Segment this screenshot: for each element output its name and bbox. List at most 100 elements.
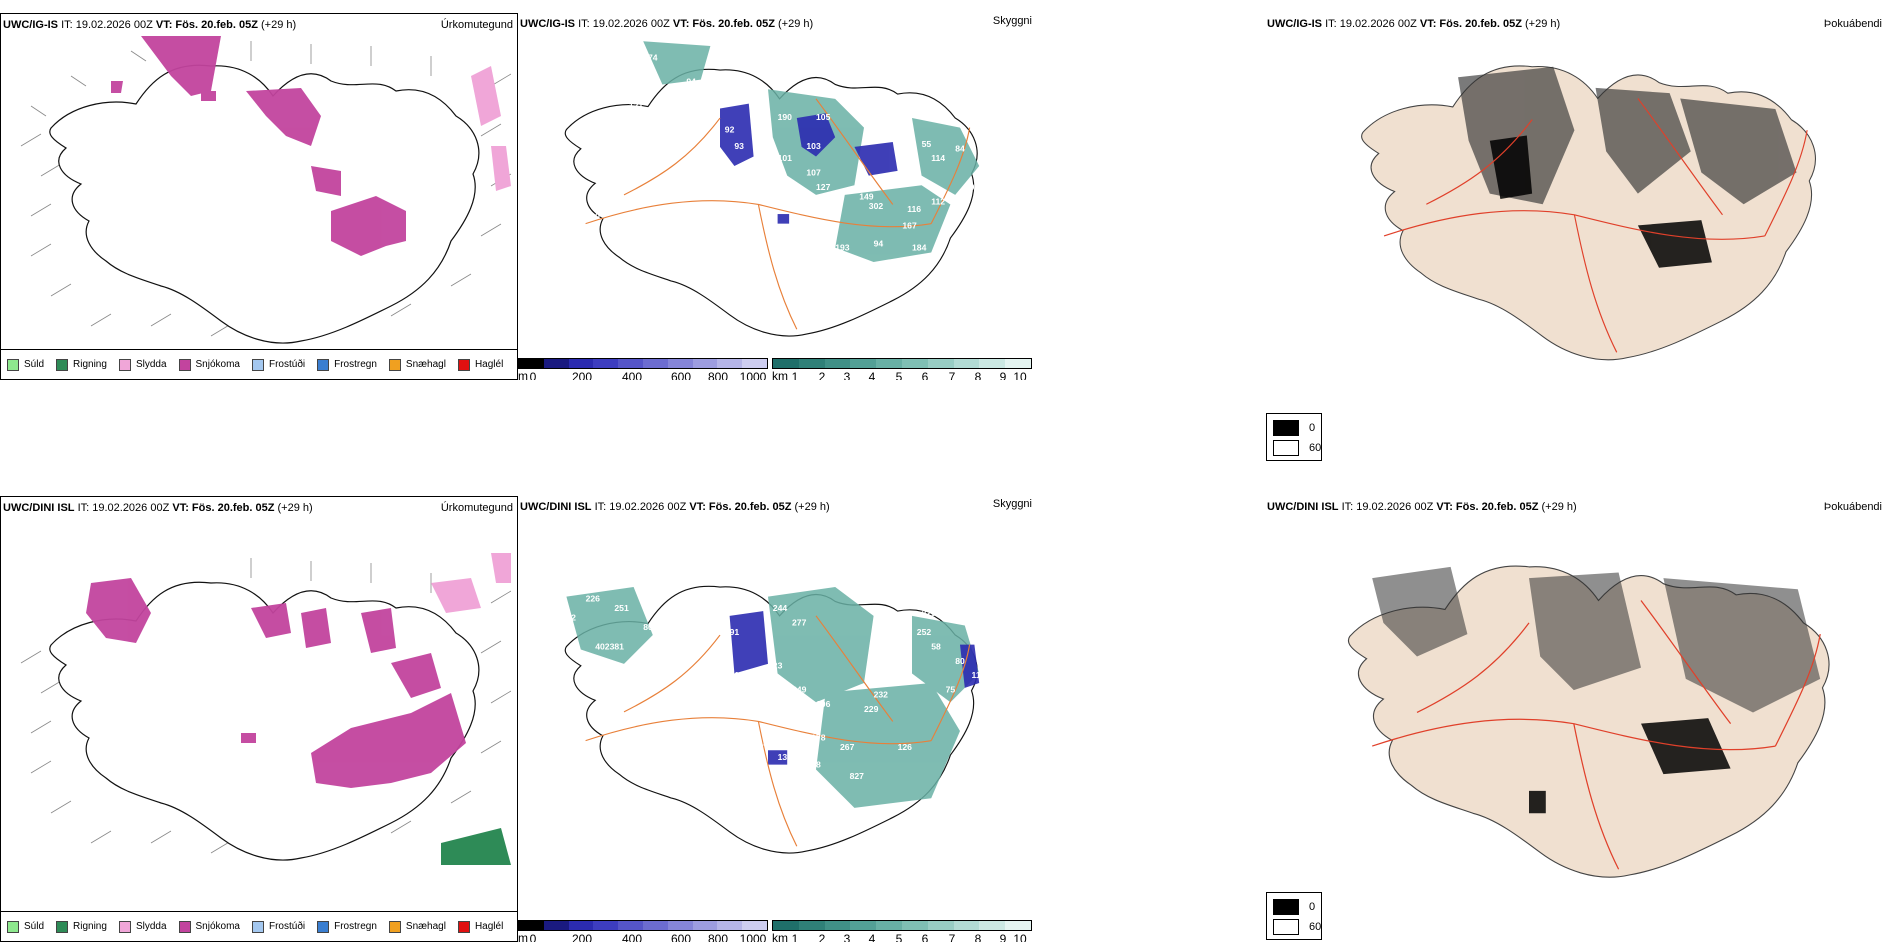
legend-item: Snjókoma <box>178 358 240 371</box>
fog-legend-top: 0 60 <box>1266 413 1322 461</box>
visibility-panel-top: UWC/IG-IS IT: 19.02.2026 00Z VT: Fös. 20… <box>518 13 1038 380</box>
ceiling-label: 244 <box>773 603 788 613</box>
visibility-panel-bottom: UWC/DINI ISL IT: 19.02.2026 00Z VT: Fös.… <box>518 496 1038 942</box>
precip-legend: Súld Rigning Slydda Snjókoma Frostúði Fr… <box>1 911 517 941</box>
legend-swatch <box>178 358 191 371</box>
ceiling-label: 123 <box>768 661 783 671</box>
ceiling-label: 252 <box>917 627 932 637</box>
ceiling-label: 54 <box>603 124 613 134</box>
legend-item: Slydda <box>118 920 167 933</box>
ceiling-label: 167 <box>902 220 917 230</box>
ceiling-label: 114 <box>931 153 945 163</box>
ceiling-label: 100 <box>586 211 601 221</box>
visibility-colorbar: km 1 2 3 4 5 6 7 8 9 10 <box>772 358 1034 380</box>
legend-item: Snæhagl <box>388 920 446 933</box>
ceiling-label: 190 <box>778 112 793 122</box>
iceland-fog-map <box>1361 65 1816 361</box>
legend-swatch <box>1273 420 1299 436</box>
ceiling-label: 75 <box>946 685 956 695</box>
legend-swatch <box>388 358 401 371</box>
ceiling-label: 99 <box>768 230 778 240</box>
ceiling-label: 121 <box>629 100 644 110</box>
ceiling-label: 103 <box>806 141 821 151</box>
ceiling-label: 99 <box>970 182 980 192</box>
legend-swatch <box>251 358 264 371</box>
ceiling-label: 55 <box>922 139 932 149</box>
ceiling-label: 58 <box>931 641 941 651</box>
ceiling-label: 106 <box>816 699 831 709</box>
ceiling-label: 229 <box>864 704 879 714</box>
legend-swatch <box>7 920 19 933</box>
ceiling-label: 188 <box>907 256 922 266</box>
ceiling-label: 133 <box>869 271 884 281</box>
ceiling-label: 827 <box>850 771 865 781</box>
ceiling-label: 251 <box>614 603 629 613</box>
ceiling-label: 127 <box>758 737 773 747</box>
ceiling-label: 193 <box>835 243 850 253</box>
ceiling-label: 184 <box>912 243 927 253</box>
precip-type-panel-bottom: UWC/DINI ISL IT: 19.02.2026 00Z VT: Fös.… <box>0 496 518 942</box>
iceland-visibility-map: 74 94 121 54 190 92 93 103 105 101 101 1… <box>564 41 980 337</box>
ceiling-label: 93 <box>734 141 744 151</box>
ceiling-label: 178 <box>811 733 826 743</box>
legend-swatch <box>178 920 191 933</box>
panel-name: Skyggni <box>992 15 1032 27</box>
ceiling-label: 107 <box>806 168 821 178</box>
legend-swatch <box>457 358 470 371</box>
legend-item: Snjókoma <box>178 920 240 933</box>
panel-name: Skyggni <box>992 498 1032 510</box>
ceiling-label: 92 <box>725 124 735 134</box>
ceiling-label: 105 <box>816 112 831 122</box>
legend-item: Súld <box>7 358 44 371</box>
ceiling-label: 179 <box>792 742 807 752</box>
legend-item: Frostregn <box>317 358 377 371</box>
panel-title: UWC/DINI ISL IT: 19.02.2026 00Z VT: Fös.… <box>520 501 830 513</box>
legend-item: Frostúði <box>251 920 305 933</box>
ceiling-label: 124 <box>734 670 749 680</box>
legend-swatch <box>1273 899 1299 915</box>
ceiling-label: 91 <box>730 627 740 637</box>
ceiling-label: 80 <box>955 656 965 666</box>
ceiling-label: 249 <box>792 685 807 695</box>
legend-swatch <box>317 358 330 371</box>
legend-item: Súld <box>7 920 44 933</box>
legend-item: Rigning <box>56 358 107 371</box>
ceiling-label: 149 <box>859 192 874 202</box>
iceland-precip-map <box>20 36 511 344</box>
ceiling-label: 126 <box>898 742 913 752</box>
ceiling-label: 127 <box>816 182 831 192</box>
ceiling-label: 116 <box>806 718 820 728</box>
iceland-precip-map <box>20 553 511 865</box>
ceiling-label: 229 <box>922 608 937 618</box>
legend-item: Rigning <box>56 920 107 933</box>
legend-swatch <box>56 920 69 933</box>
panel-name: Þokuábendi <box>1823 18 1882 30</box>
legend-item: Haglél <box>457 920 503 933</box>
panel-title: UWC/IG-IS IT: 19.02.2026 00Z VT: Fös. 20… <box>3 19 297 31</box>
fog-legend-bottom: 0 60 <box>1266 892 1322 940</box>
ceiling-label: 94 <box>686 76 696 86</box>
panel-title: UWC/DINI ISL IT: 19.02.2026 00Z VT: Fös.… <box>3 502 313 514</box>
ceiling-label: 94 <box>874 239 884 249</box>
legend-item: Haglél <box>457 358 503 371</box>
ceiling-label: 518 <box>806 760 821 770</box>
panel-title: UWC/IG-IS IT: 19.02.2026 00Z VT: Fös. 20… <box>1267 18 1561 30</box>
precip-type-panel-top: UWC/IG-IS IT: 19.02.2026 00Z VT: Fös. 20… <box>0 13 518 380</box>
ceiling-label: 302 <box>869 201 884 211</box>
legend-swatch <box>56 358 69 371</box>
ceiling-label: 121 <box>624 661 639 671</box>
ceiling-label: 84 <box>955 144 965 154</box>
fog-panel-bottom: UWC/DINI ISL IT: 19.02.2026 00Z VT: Fös.… <box>1265 496 1900 942</box>
legend-swatch <box>317 920 330 933</box>
ceiling-label: 112 <box>931 196 945 206</box>
legend-item: Snæhagl <box>388 358 446 371</box>
ceiling-colorbar: m 0 200 400 600 800 1000 <box>518 358 768 380</box>
panel-name: Úrkomutegund <box>440 502 513 514</box>
panel-title: UWC/DINI ISL IT: 19.02.2026 00Z VT: Fös.… <box>1267 501 1577 513</box>
legend-swatch <box>7 358 19 371</box>
ceiling-label: 97 <box>686 211 696 221</box>
ceiling-label: 117 <box>972 670 986 680</box>
ceiling-label: 119 <box>888 622 902 632</box>
legend-swatch <box>118 920 131 933</box>
legend-item: Frostregn <box>317 920 377 933</box>
